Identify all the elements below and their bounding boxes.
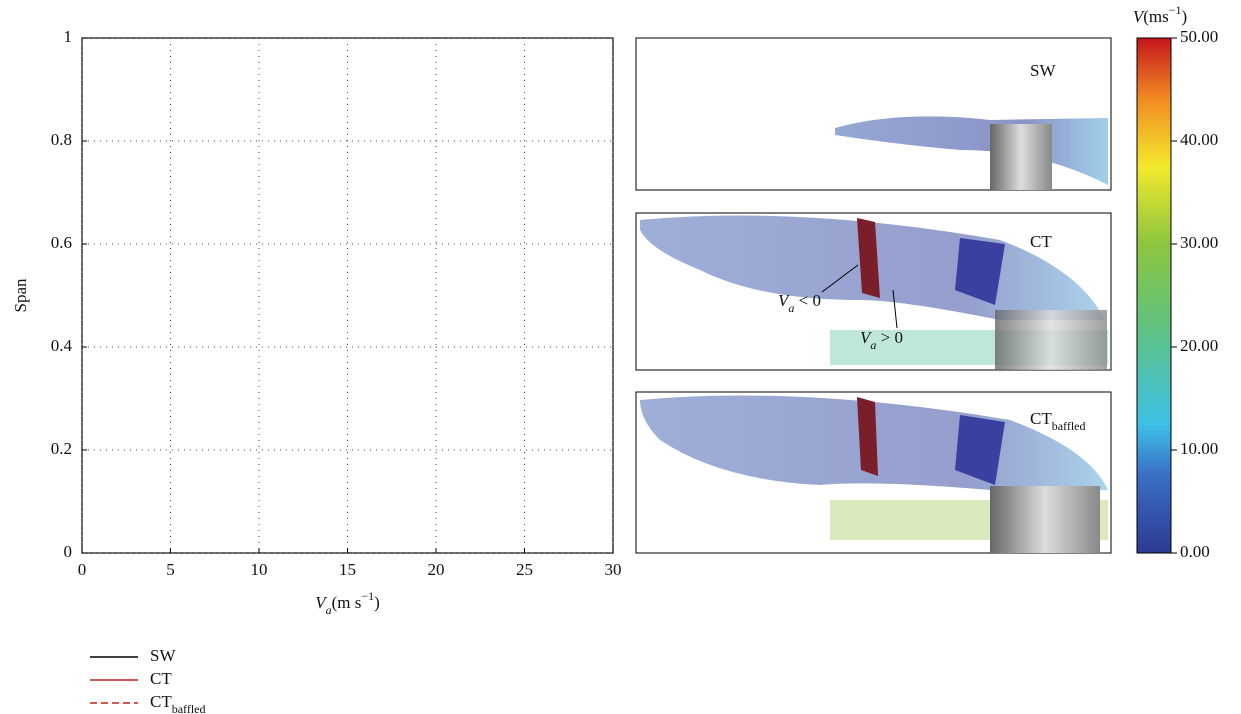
baffle [955,238,1005,305]
annotation-part: V [778,291,791,310]
y-tick-label: 1 [64,27,73,46]
colorbar-label-part: V [1133,7,1146,26]
annotation-part: V [860,328,873,347]
x-axis-label-part: V [315,593,328,612]
x-axis-label-part: ) [374,593,380,612]
y-tick-label: 0.2 [51,439,72,458]
annotation-part: a [870,338,876,352]
colorbar-tick-label: 0.00 [1180,542,1210,561]
baffle [857,218,880,298]
panel-label-part: SW [1030,61,1056,80]
x-tick-label: 10 [251,560,268,579]
x-tick-label: 20 [428,560,445,579]
x-tick-label: 5 [166,560,175,579]
x-tick-label: 15 [339,560,356,579]
flow-panel-art [635,37,1172,554]
cylinder [995,310,1107,370]
cylinder [990,486,1100,553]
panel-label: SW [1030,61,1056,80]
colorbar-label-part: ) [1182,7,1188,26]
x-axis-label: Va(m s−1) [315,589,380,617]
colorbar-tick-label: 40.00 [1180,130,1218,149]
annotation-part: < 0 [794,291,821,310]
baffle [857,397,878,476]
legend-label: CT [150,669,172,688]
annotation: Va > 0 [860,328,903,352]
y-axis-label: Span [11,278,30,313]
colorbar-label-part: (ms [1143,7,1169,26]
panel-label: CTbaffled [1030,409,1086,433]
legend-label-part: SW [150,646,176,665]
colorbar-label-part: −1 [1169,3,1182,17]
annotation-pointer [892,289,898,329]
x-axis-label-part: a [326,603,332,617]
colorbar-tick-label: 30.00 [1180,233,1218,252]
annotation-part: > 0 [876,328,903,347]
plot-frame [81,37,614,554]
x-tick-label: 30 [605,560,622,579]
colorbar-tick-label: 50.00 [1180,27,1218,46]
y-tick-label: 0.4 [51,336,73,355]
y-tick-label: 0.8 [51,130,72,149]
colorbar-tick-label: 20.00 [1180,336,1218,355]
legend-label: SW [150,646,176,665]
annotation-pointer [821,264,859,293]
x-axis-label-part: (m s [332,593,362,612]
annotation-part: a [788,301,794,315]
y-tick-label: 0 [64,542,73,561]
legend-label-part: CT [150,692,172,711]
legend-label-part: CT [150,669,172,688]
legend-label-part: baffled [172,702,206,714]
baffle [955,415,1005,485]
annotation: Va < 0 [778,291,821,315]
panel-label-part: baffled [1052,419,1086,433]
panel-label-part: CT [1030,409,1052,428]
x-axis-label-part: −1 [361,589,374,603]
x-tick-label: 25 [516,560,533,579]
x-tick-label: 0 [78,560,87,579]
colorbar [1136,37,1172,554]
panel-label: CT [1030,232,1052,251]
legend-label: CTbaffled [150,692,206,714]
colorbar-tick-label: 10.00 [1180,439,1218,458]
cylinder [990,124,1052,190]
panel-label-part: CT [1030,232,1052,251]
colorbar-label: V(ms−1) [1133,3,1187,26]
y-tick-label: 0.6 [51,233,72,252]
